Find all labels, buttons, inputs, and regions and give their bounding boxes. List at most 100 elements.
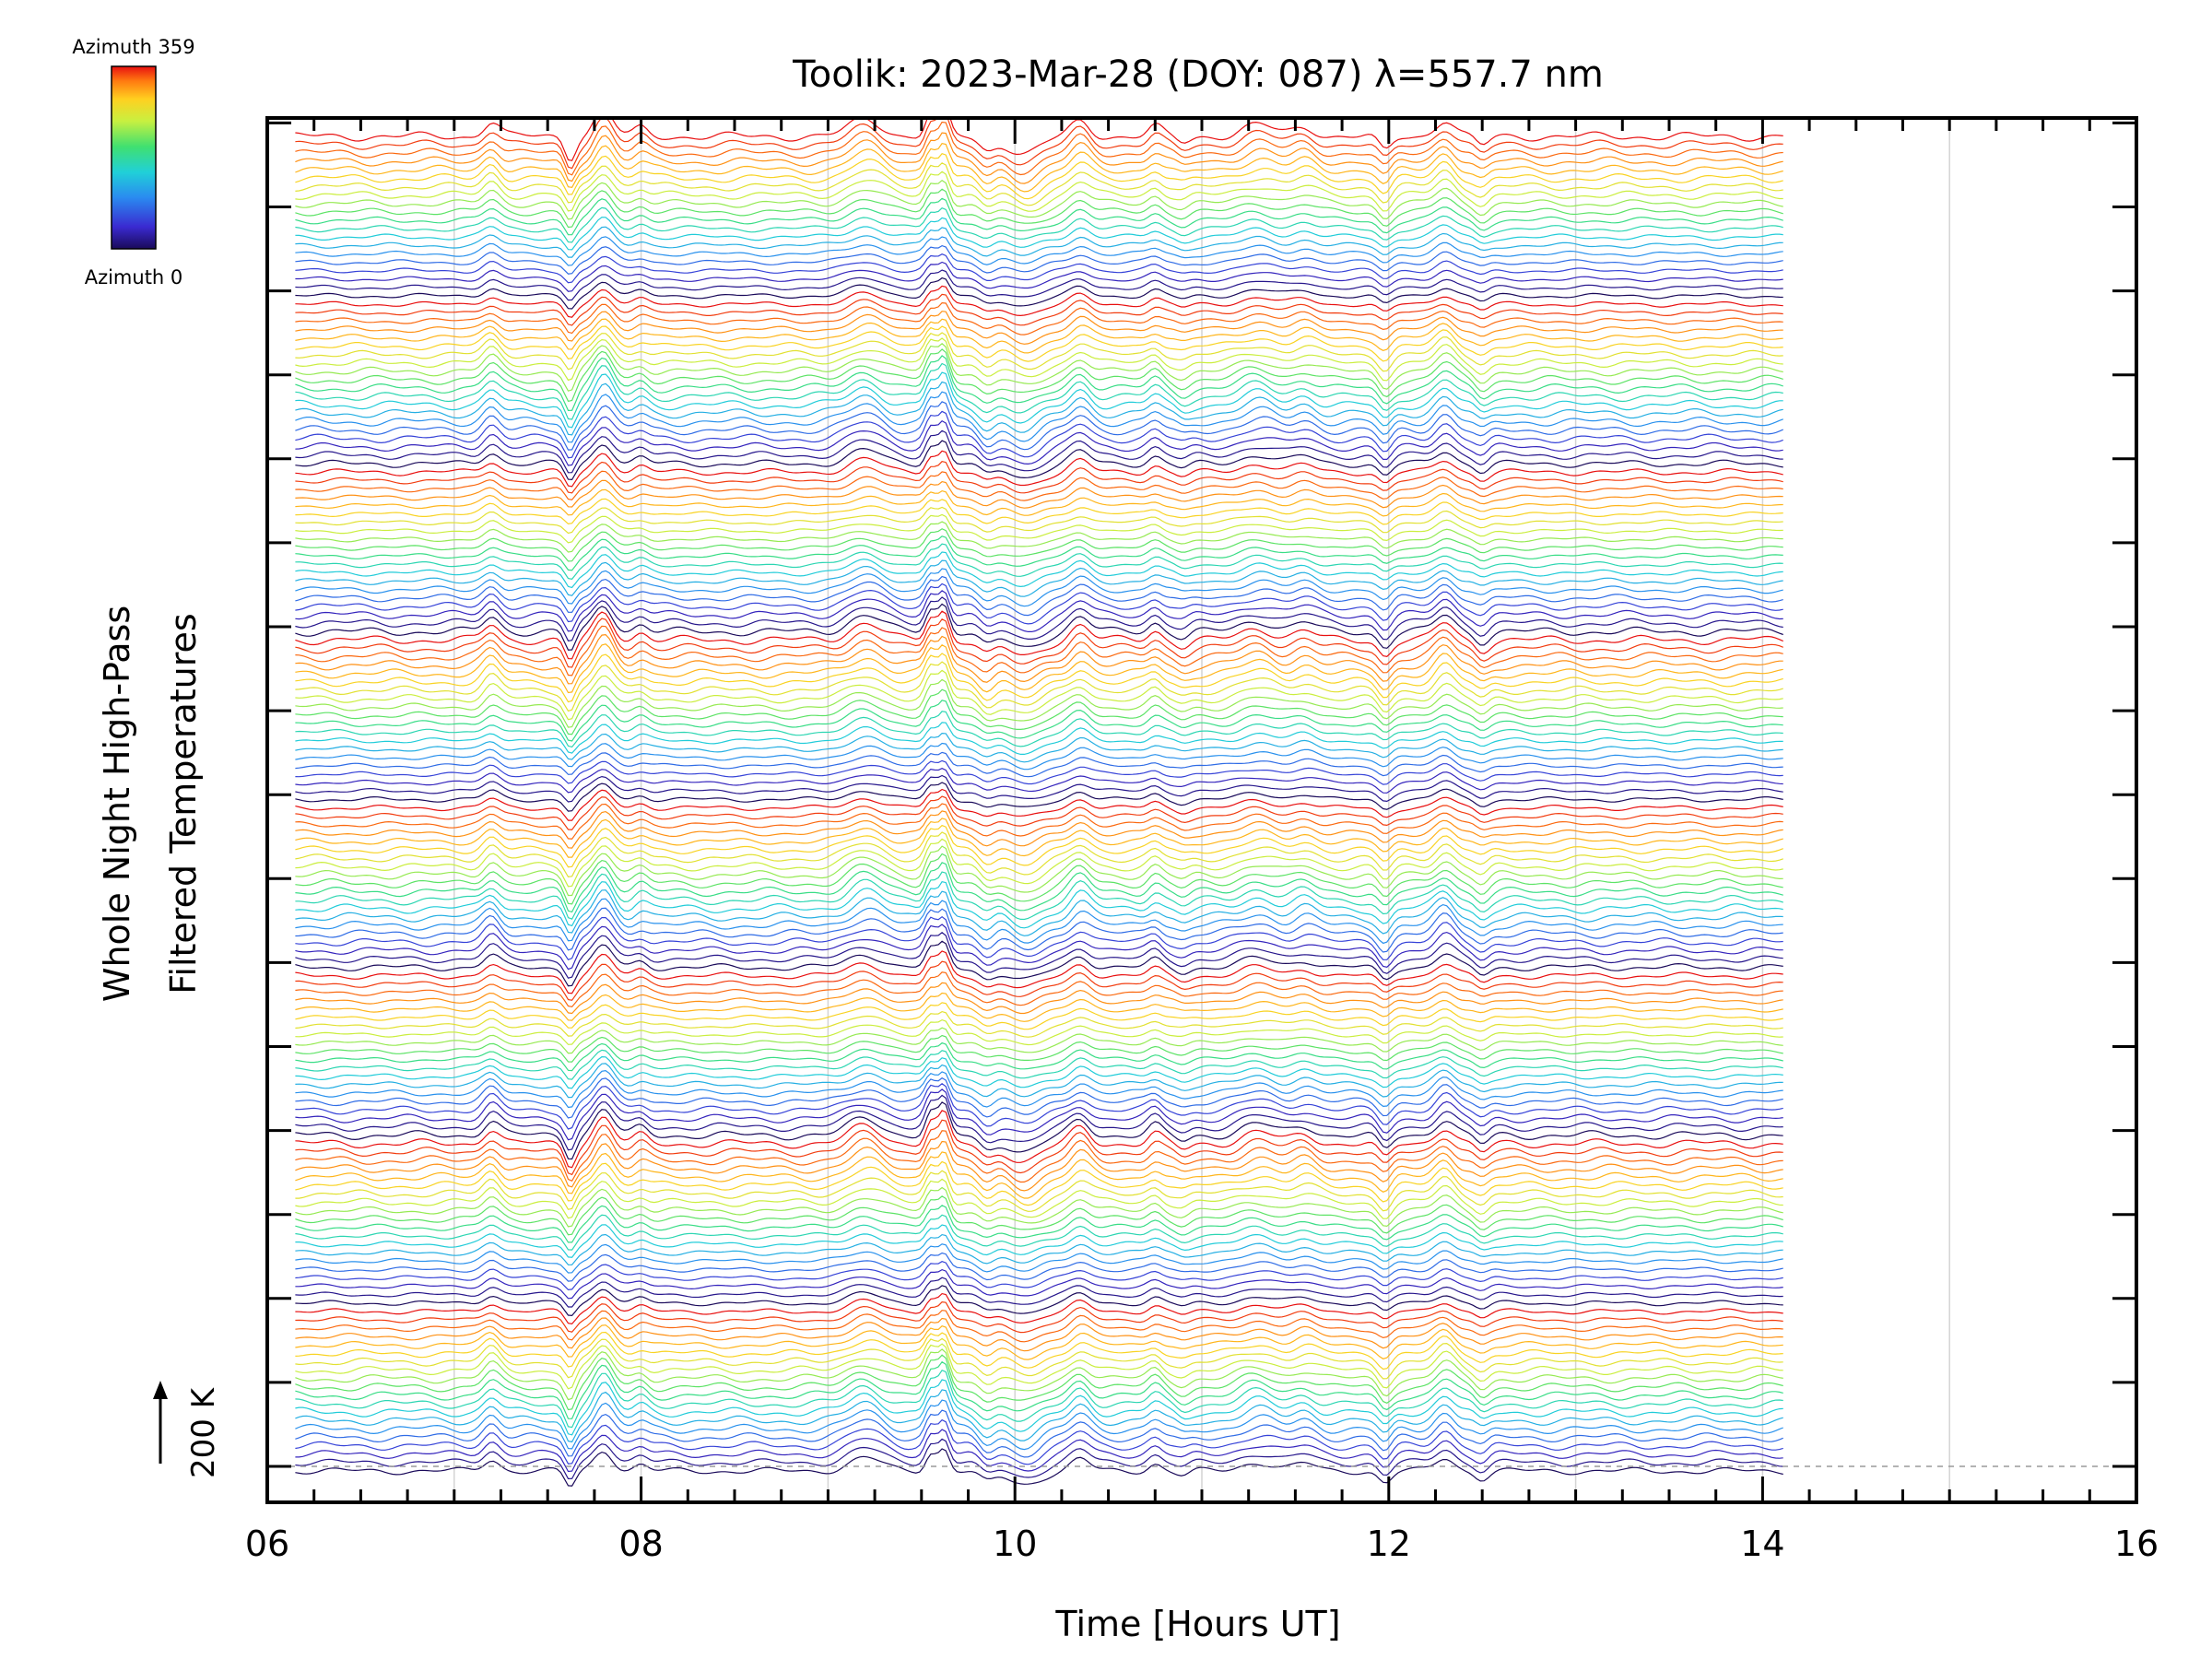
temperature-trace (295, 348, 1783, 402)
temperature-trace (295, 915, 1783, 961)
temperature-trace (295, 236, 1783, 266)
chart-title: Toolik: 2023-Mar-28 (DOY: 087) λ=557.7 n… (792, 53, 1604, 96)
temperature-trace (295, 1130, 1783, 1183)
temperature-trace (295, 311, 1783, 345)
temperature-trace (295, 362, 1783, 420)
colorbar: Azimuth 359 Azimuth 0 (72, 36, 194, 288)
temperature-trace (295, 1324, 1783, 1360)
temperature-trace (295, 391, 1783, 443)
temperature-trace (295, 898, 1783, 945)
temperature-trace (295, 1277, 1783, 1308)
temperature-trace (295, 824, 1783, 868)
temperature-trace (295, 132, 1783, 184)
temperature-trace (295, 118, 1783, 161)
temperature-trace (295, 810, 1783, 849)
temperature-trace (295, 1360, 1783, 1419)
temperature-trace (295, 1049, 1783, 1080)
temperature-trace (295, 907, 1783, 953)
temperature-trace (295, 429, 1783, 474)
temperature-trace (295, 1233, 1783, 1265)
temperature-trace (295, 244, 1783, 275)
temperature-trace (295, 162, 1783, 206)
scale-bar-label: 200 K (185, 1386, 222, 1478)
temperature-trace (295, 1300, 1783, 1334)
x-axis-label: Time [Hours UT] (1054, 1604, 1340, 1644)
temperature-trace (295, 1027, 1783, 1054)
temperature-trace (295, 153, 1783, 200)
temperature-trace (295, 179, 1783, 220)
temperature-trace (295, 795, 1783, 830)
temperature-trace (295, 1101, 1783, 1160)
temperature-trace (295, 559, 1783, 597)
temperature-trace (295, 269, 1783, 301)
temperature-trace (295, 506, 1783, 535)
temperature-trace (295, 1369, 1783, 1429)
temperature-trace (295, 751, 1783, 778)
temperature-trace (295, 768, 1783, 794)
temperature-trace (295, 1285, 1783, 1317)
temperature-trace (295, 782, 1783, 812)
temperature-trace (295, 1110, 1783, 1169)
temperature-trace (295, 1094, 1783, 1151)
temperature-trace (295, 568, 1783, 607)
temperature-trace (295, 450, 1783, 488)
temperature-trace (295, 1252, 1783, 1282)
temperature-trace (295, 1399, 1783, 1451)
temperature-trace (295, 401, 1783, 451)
temperature-trace (295, 1088, 1783, 1141)
temperature-trace (295, 301, 1783, 335)
temperature-trace (295, 285, 1783, 318)
temperature-trace (295, 881, 1783, 929)
temperature-trace (295, 618, 1783, 668)
temperature-trace (295, 610, 1783, 660)
temperature-trace (295, 188, 1783, 229)
temperature-trace (295, 575, 1783, 617)
temperature-trace (295, 1418, 1783, 1465)
temperature-trace (295, 521, 1783, 553)
temperature-trace (295, 543, 1783, 580)
temperature-trace (295, 381, 1783, 436)
temperature-trace (295, 1331, 1783, 1371)
temperature-trace (295, 853, 1783, 905)
temperature-trace (295, 1205, 1783, 1243)
scale-bar: 200 K (153, 1381, 222, 1478)
temperature-trace (295, 226, 1783, 258)
temperature-trace (295, 118, 1783, 170)
temperature-trace (295, 653, 1783, 703)
temperature-trace (295, 759, 1783, 785)
temperature-trace (295, 1343, 1783, 1390)
temperature-trace (295, 862, 1783, 913)
temperature-trace (295, 470, 1783, 501)
temperature-trace (295, 171, 1783, 212)
temperature-trace (295, 1055, 1783, 1089)
temperature-trace (295, 276, 1783, 310)
temperature-trace (295, 1379, 1783, 1436)
temperature-trace (295, 845, 1783, 897)
temperature-trace (295, 1083, 1783, 1130)
temperature-trace (295, 318, 1783, 354)
temperature-trace (295, 488, 1783, 517)
temperature-trace (295, 1063, 1783, 1099)
temperature-trace (295, 1170, 1783, 1212)
temperature-trace (295, 1243, 1783, 1274)
temperature-trace (295, 669, 1783, 721)
temperature-trace (295, 1268, 1783, 1300)
temperature-trace (295, 419, 1783, 466)
x-tick-label: 08 (618, 1524, 663, 1564)
temperature-trace (295, 1119, 1783, 1176)
temperature-trace (295, 325, 1783, 362)
temperature-trace (295, 1010, 1783, 1038)
temperature-trace (295, 1261, 1783, 1291)
temperature-trace (295, 932, 1783, 979)
temperature-trace (295, 355, 1783, 412)
temperature-trace (295, 1438, 1783, 1480)
temperature-trace (295, 940, 1783, 987)
temperature-trace (295, 582, 1783, 625)
temperature-trace (295, 633, 1783, 685)
temperature-trace (295, 1034, 1783, 1063)
temperature-trace (295, 1354, 1783, 1411)
temperature-trace (295, 1337, 1783, 1380)
x-tick-label: 16 (2114, 1524, 2159, 1564)
temperature-trace (295, 498, 1783, 525)
